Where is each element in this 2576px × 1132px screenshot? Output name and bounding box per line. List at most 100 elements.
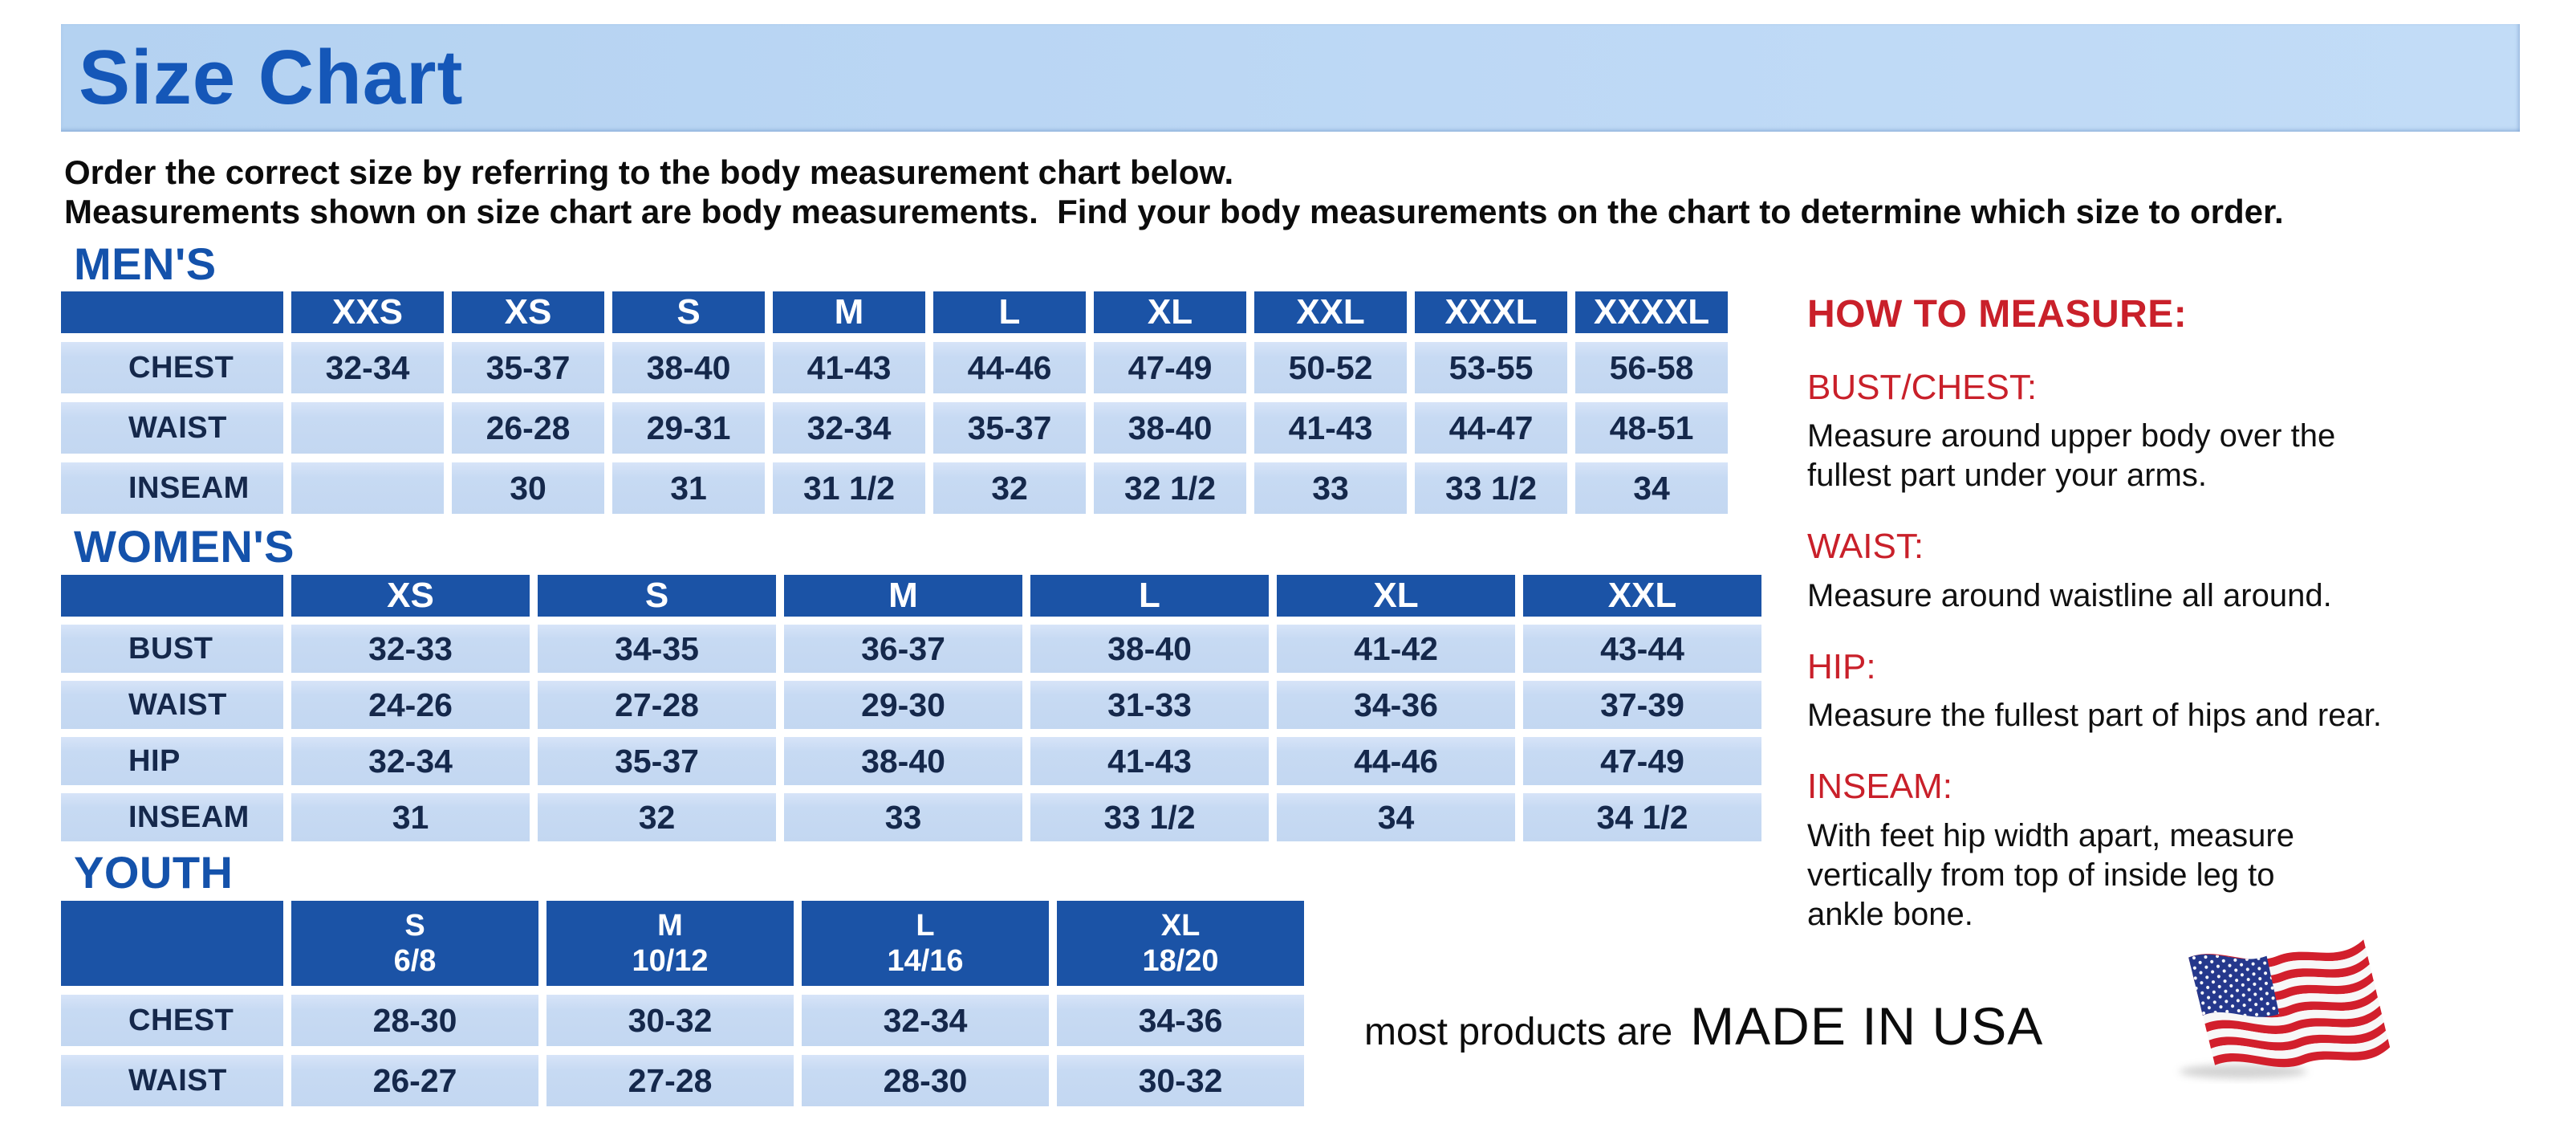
measure-text-line: Measure the fullest part of hips and rea… (1807, 698, 2382, 734)
measure-text-line: ankle bone. (1807, 896, 1973, 932)
size-cell: 29-30 (784, 681, 1022, 729)
size-name: XL (1160, 909, 1201, 943)
size-cell: 56-58 (1575, 342, 1728, 393)
size-cell: 35-37 (452, 342, 604, 393)
size-cell: 33 1/2 (1415, 462, 1567, 514)
intro-line-1: Order the correct size by referring to t… (64, 153, 1234, 191)
table-corner-cell (61, 901, 283, 986)
size-range: 6/8 (393, 944, 437, 978)
us-flag-icon (2179, 939, 2391, 1079)
size-cell: 33 (784, 793, 1022, 841)
row-label: HIP (61, 737, 283, 785)
mens-size-table: XXS XS S M L XL XXL XXXL XXXXL CHEST 32-… (61, 291, 1728, 514)
size-cell: 31 (612, 462, 765, 514)
size-cell: 34 (1575, 462, 1728, 514)
title-banner: Size Chart (61, 24, 2520, 132)
size-col-header: L (1030, 575, 1269, 617)
size-cell: 29-31 (612, 402, 765, 454)
size-cell: 35-37 (933, 402, 1086, 454)
size-cell: 47-49 (1094, 342, 1246, 393)
size-cell: 31 1/2 (773, 462, 925, 514)
size-col-header: L 14/16 (802, 901, 1049, 986)
measure-label: BUST/CHEST: (1807, 368, 2038, 407)
flag-shadow (2179, 1064, 2308, 1079)
size-cell: 32 (538, 793, 776, 841)
made-in-usa-note: most products are MADE IN USA (1364, 996, 2043, 1057)
size-cell: 36-37 (784, 625, 1022, 673)
size-cell: 32 1/2 (1094, 462, 1246, 514)
size-cell: 31 (291, 793, 530, 841)
size-cell: 28-30 (802, 1055, 1049, 1106)
size-cell: 34 1/2 (1523, 793, 1761, 841)
table-corner-cell (61, 575, 283, 617)
size-cell: 34-35 (538, 625, 776, 673)
measure-text-line: vertically from top of inside leg to (1807, 857, 2275, 893)
size-col-header: XXL (1254, 291, 1407, 333)
size-col-header: M (773, 291, 925, 333)
size-cell (291, 462, 444, 514)
size-col-header: XXXXL (1575, 291, 1728, 333)
size-range: 18/20 (1142, 944, 1219, 978)
intro-text: Order the correct size by referring to t… (64, 153, 2284, 231)
usa-note-emphasis: MADE IN USA (1690, 996, 2044, 1056)
row-label: WAIST (61, 1055, 283, 1106)
measure-text-line: Measure around waistline all around. (1807, 577, 2332, 613)
size-cell: 44-46 (1277, 737, 1515, 785)
measure-label: HIP: (1807, 646, 1876, 686)
size-cell: 30 (452, 462, 604, 514)
measure-label: WAIST: (1807, 527, 1924, 567)
row-label: WAIST (61, 402, 283, 454)
mens-heading: MEN'S (74, 238, 217, 289)
size-cell: 32-33 (291, 625, 530, 673)
size-cell: 34-36 (1057, 995, 1304, 1046)
usa-note-prefix: most products are (1364, 1011, 1673, 1053)
measure-label: INSEAM: (1807, 767, 1952, 807)
womens-size-table: XS S M L XL XXL BUST 32-33 34-35 36-37 3… (61, 575, 1761, 841)
size-cell: 48-51 (1575, 402, 1728, 454)
size-col-header: XS (291, 575, 530, 617)
flag-canton (2188, 954, 2280, 1017)
size-cell: 34-36 (1277, 681, 1515, 729)
size-cell: 41-43 (773, 342, 925, 393)
measure-text-line: With feet hip width apart, measure (1807, 817, 2294, 853)
size-name: S (404, 909, 425, 943)
size-col-header: XL (1094, 291, 1246, 333)
youth-size-table: S 6/8 M 10/12 L 14/16 XL 18/20 CHEST 28-… (61, 901, 1304, 1106)
size-cell: 27-28 (538, 681, 776, 729)
size-cell: 35-37 (538, 737, 776, 785)
size-col-header: XL (1277, 575, 1515, 617)
size-col-header: M 10/12 (546, 901, 794, 986)
womens-heading: WOMEN'S (74, 521, 295, 572)
measure-section-hip: HIP: Measure the fullest part of hips an… (1807, 646, 2570, 735)
size-cell: 33 1/2 (1030, 793, 1269, 841)
size-name: L (916, 909, 935, 943)
measure-section-inseam: INSEAM: With feet hip width apart, measu… (1807, 767, 2570, 934)
size-cell: 53-55 (1415, 342, 1567, 393)
size-cell: 31-33 (1030, 681, 1269, 729)
size-cell: 43-44 (1523, 625, 1761, 673)
size-cell: 26-28 (452, 402, 604, 454)
size-col-header: XXL (1523, 575, 1761, 617)
size-cell: 44-47 (1415, 402, 1567, 454)
size-col-header: XXXL (1415, 291, 1567, 333)
row-label: CHEST (61, 995, 283, 1046)
row-label: BUST (61, 625, 283, 673)
measure-text-line: fullest part under your arms. (1807, 458, 2207, 494)
how-to-measure-heading: HOW TO MEASURE: (1807, 293, 2188, 336)
size-cell: 30-32 (546, 995, 794, 1046)
size-cell: 27-28 (546, 1055, 794, 1106)
youth-heading: YOUTH (74, 847, 234, 898)
size-col-header: L (933, 291, 1086, 333)
size-cell (291, 402, 444, 454)
size-col-header: S (612, 291, 765, 333)
size-col-header: S (538, 575, 776, 617)
measure-text-line: Measure around upper body over the (1807, 418, 2336, 454)
size-cell: 47-49 (1523, 737, 1761, 785)
size-cell: 44-46 (933, 342, 1086, 393)
size-range: 14/16 (887, 944, 964, 978)
how-to-measure-panel: HOW TO MEASURE: BUST/CHEST: Measure arou… (1807, 292, 2570, 935)
size-cell: 32-34 (773, 402, 925, 454)
size-cell: 50-52 (1254, 342, 1407, 393)
row-label: INSEAM (61, 462, 283, 514)
